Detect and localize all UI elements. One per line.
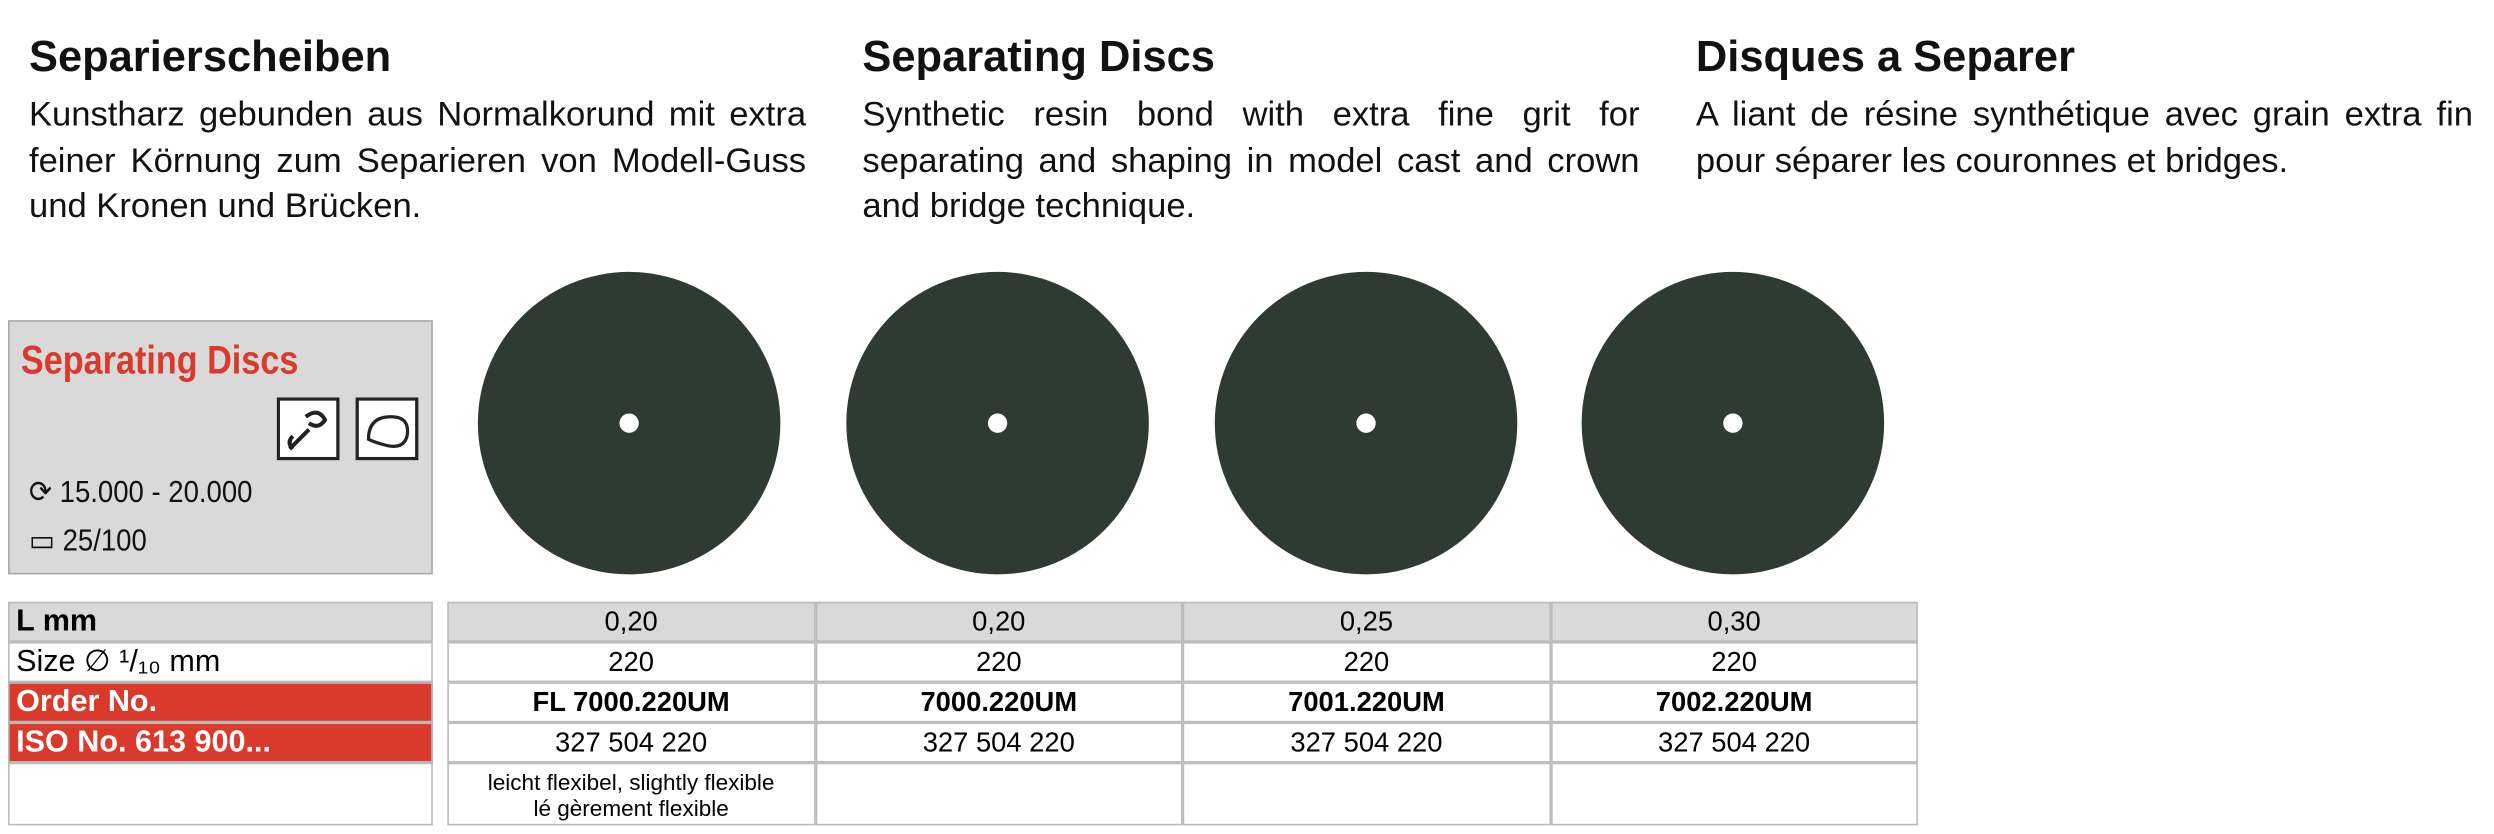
description: A liant de résine synthétique avec grain…: [1695, 94, 2474, 180]
table-cell: [814, 762, 1183, 826]
table-cell: [8, 762, 433, 826]
table-cell: 0,20: [814, 601, 1183, 642]
heading: Separierscheiben: [28, 32, 392, 81]
table-cell: Size ∅ ¹/₁₀ mm: [8, 641, 433, 683]
table-cell: 7000.220UM: [814, 682, 1183, 723]
description: Kunstharz gebunden aus Normalkorund mit …: [28, 94, 807, 226]
pack: ▭ 25/100: [28, 524, 147, 559]
table-cell: 0,30: [1550, 601, 1918, 642]
table-cell: 327 504 220: [447, 722, 815, 763]
speed: ⟳ 15.000 - 20.000: [28, 476, 253, 511]
disc-image: [1214, 271, 1518, 575]
description: Synthetic resin bond with extra fine gri…: [862, 94, 1640, 226]
table-cell: ISO No. 613 900...: [8, 722, 433, 763]
icons: [276, 397, 419, 461]
column: Disques a Separer A liant de résine synth…: [1696, 32, 2473, 183]
table-cell: Order No.: [8, 682, 433, 723]
pack-value: 25/100: [62, 524, 147, 559]
table-cell: 220: [814, 641, 1183, 683]
table-cell: 0,25: [1182, 601, 1551, 642]
table-cell: 327 504 220: [814, 722, 1183, 763]
speed-value: 15.000 - 20.000: [59, 476, 253, 511]
table-cell: 327 504 220: [1182, 722, 1551, 763]
table-cell: 327 504 220: [1550, 722, 1918, 763]
table-cell: [1182, 762, 1551, 826]
table-cell: FL 7000.220UM: [447, 682, 815, 723]
table-cell: 7001.220UM: [1182, 682, 1551, 723]
product-box: Separating Discs ⟳ 15.000 - 20.000 ▭ 25/…: [8, 320, 433, 575]
disc-image: [846, 271, 1149, 575]
table-cell: 220: [1550, 641, 1918, 683]
box-title: Separating Discs: [20, 337, 299, 383]
table-cell: 220: [447, 641, 815, 683]
table-cell: [1550, 762, 1918, 826]
heading: Disques a Separer: [1695, 32, 2076, 81]
table-cell: 0,20: [447, 601, 815, 642]
note-line: leicht flexibel, slightly flexible: [487, 769, 775, 795]
table-cell: 220: [1182, 641, 1551, 683]
table-cell: 7002.220UM: [1550, 682, 1918, 723]
note-line: lé gèrement flexible: [533, 794, 729, 821]
table-cell: leicht flexibel, slightly flexible lé gèr…: [447, 762, 815, 826]
column: Separating Discs Synthetic resin bond wit…: [862, 32, 1639, 229]
disc-image: [477, 271, 781, 575]
disc-image: [1581, 271, 1885, 575]
column: Separierscheiben Kunstharz gebunden aus N…: [29, 32, 806, 229]
table-cell: L mm: [8, 601, 433, 642]
heading: Separating Discs: [862, 32, 1215, 81]
